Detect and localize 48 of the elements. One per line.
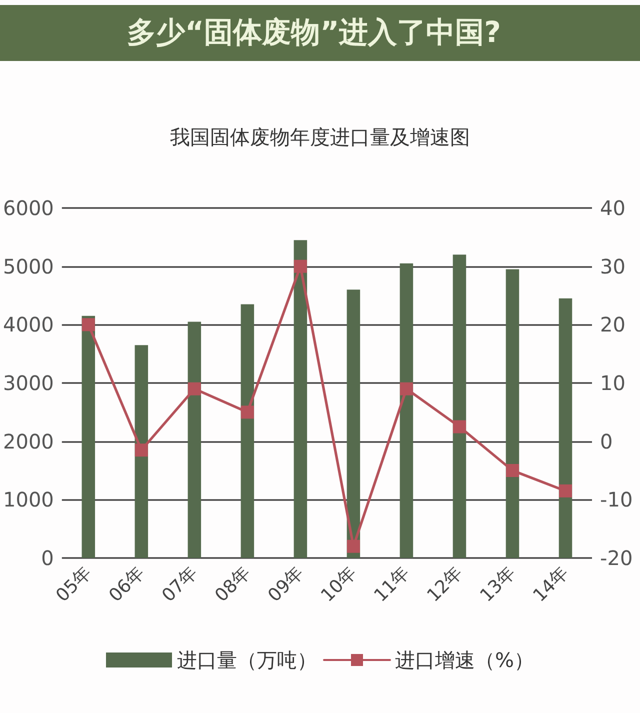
bar — [558, 298, 572, 558]
point — [134, 444, 148, 457]
y-tick-label: 2000 — [2, 429, 54, 454]
point — [82, 318, 95, 332]
point — [452, 420, 466, 434]
y-tick-label: 1000 — [2, 488, 54, 512]
point — [506, 464, 519, 477]
bar — [188, 322, 202, 558]
y-tick-label: 3000 — [2, 371, 54, 395]
point — [400, 382, 413, 396]
bar — [134, 345, 148, 558]
y2-tick-label: -10 — [600, 488, 633, 512]
point — [294, 260, 307, 273]
bar — [400, 263, 414, 558]
point — [188, 382, 201, 396]
x-tick-label: 10年 — [317, 562, 361, 606]
y-tick-label: 0 — [41, 546, 54, 570]
point — [240, 406, 254, 419]
x-tick-label: 14年 — [529, 562, 573, 606]
x-tick-label: 12年 — [423, 562, 467, 606]
y-tick-label: 6000 — [2, 196, 54, 220]
point — [346, 540, 360, 553]
bar — [240, 304, 254, 558]
bar — [294, 240, 308, 558]
bar — [346, 290, 360, 558]
bar — [452, 254, 466, 558]
chart-subtitle: 我国固体废物年度进口量及增速图 — [170, 125, 470, 149]
legend-label: 进口量（万吨） — [177, 648, 317, 672]
x-tick-label: 13年 — [476, 562, 520, 606]
point — [558, 484, 572, 498]
y2-tick-label: 0 — [600, 429, 613, 454]
bar — [506, 269, 520, 558]
bar — [82, 316, 96, 558]
y2-tick-label: 40 — [600, 196, 626, 220]
chart-title: 多少“固体废物”进入了中国? — [0, 5, 640, 61]
y2-tick-label: -20 — [600, 546, 633, 570]
x-tick-label: 11年 — [370, 562, 414, 606]
y2-tick-label: 10 — [600, 371, 626, 395]
x-tick-label: 06年 — [105, 562, 149, 606]
y2-tick-label: 30 — [600, 254, 626, 278]
x-tick-label: 05年 — [52, 562, 96, 606]
x-tick-label: 09年 — [264, 562, 308, 606]
x-tick-label: 07年 — [158, 562, 202, 606]
legend-label: 进口增速（%） — [395, 648, 534, 672]
x-tick-label: 08年 — [211, 562, 255, 606]
y-tick-label: 4000 — [2, 312, 54, 337]
y2-tick-label: 20 — [600, 312, 626, 337]
y-tick-label: 5000 — [2, 254, 54, 278]
